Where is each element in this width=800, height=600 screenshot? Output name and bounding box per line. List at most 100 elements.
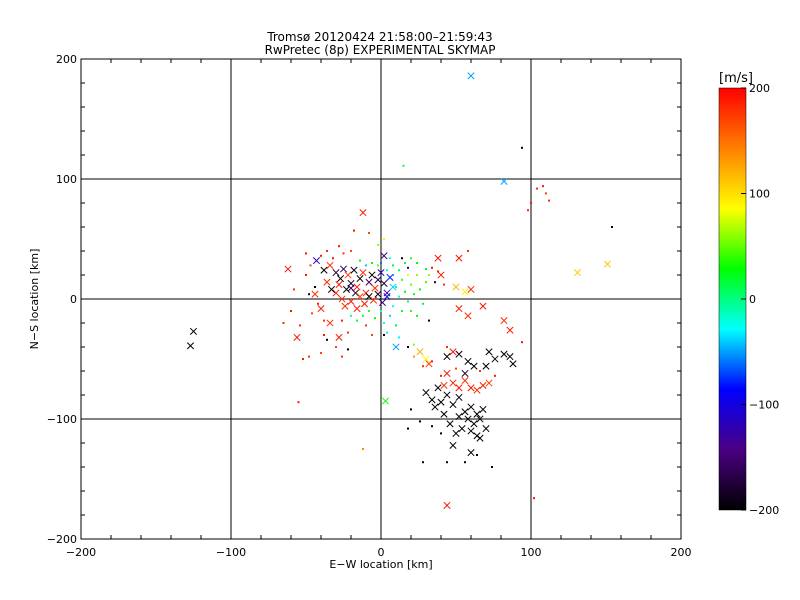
data-point-x [347,297,355,305]
data-point-dot [407,427,409,430]
data-point-dot [383,238,385,240]
x-marker-stroke [479,405,487,413]
data-point-x [455,384,463,392]
data-point-x [506,326,514,334]
x-marker-stroke [482,425,490,433]
x-marker-stroke [500,317,508,325]
data-point-x [440,410,448,418]
data-point-dot [542,185,544,188]
data-point-x [317,305,325,313]
data-point-x [491,355,499,363]
data-point-dot [392,305,394,308]
x-marker-stroke [381,397,390,405]
data-point-dot [413,293,415,296]
x-marker-stroke [392,343,400,351]
x-marker-stroke [422,355,430,363]
data-point-dot [377,244,379,246]
data-point-dot [305,252,307,255]
data-point-x [573,269,582,277]
data-point-x [473,410,481,418]
data-point-x [485,348,493,356]
data-point-dot [476,454,478,456]
x-marker-stroke [506,326,514,334]
data-point-x [350,266,358,274]
data-point-dot [302,358,304,360]
colorbar-tick-label: 100 [749,188,770,201]
data-point-x [455,350,463,358]
data-point-dot [392,274,394,276]
data-point-x [443,353,451,361]
data-point-dot [464,461,466,464]
data-point-x [326,261,334,269]
data-point-dot [353,229,355,232]
data-point-x [422,355,430,363]
data-point-x [482,362,490,370]
data-point-dot [521,146,523,149]
y-tick-label: 200 [56,53,77,66]
data-point-dot [494,374,496,377]
data-point-dot [282,322,285,324]
data-point-dot [386,331,388,334]
data-point-dot [398,269,400,272]
x-marker-stroke [332,269,340,277]
data-point-x [335,281,343,289]
y-axis-label: N−S location [km] [28,249,41,350]
x-marker-stroke [500,177,508,185]
data-point-dot [335,346,337,348]
x-marker-stroke [434,384,442,392]
x-marker-stroke [323,278,331,286]
x-tick-label: 200 [671,546,692,559]
x-marker-stroke [443,391,451,399]
x-marker-stroke [506,353,514,361]
x-marker-stroke [464,357,472,365]
x-marker-stroke [378,299,387,307]
data-point-dot [365,324,367,327]
data-point-x [449,379,457,387]
x-marker-stroke [443,501,451,509]
data-point-dot [362,314,364,317]
x-marker-stroke [452,283,460,291]
x-marker-stroke [573,269,582,277]
data-point-dot [416,262,418,264]
x-marker-stroke [479,302,487,310]
x-marker-stroke [428,396,436,404]
x-marker-stroke [362,289,370,297]
x-marker-stroke [284,265,292,273]
data-point-dot [434,281,436,284]
y-tick-label: −100 [47,413,77,426]
x-marker-stroke [440,410,448,418]
x-marker-stroke [473,410,481,418]
x-marker-stroke [422,389,430,397]
data-point-x [380,252,388,260]
data-point-x [356,293,364,301]
data-point-dot [374,317,376,320]
data-point-x [369,296,378,304]
colorbar-tick-label: 200 [749,82,770,95]
data-point-x [455,413,463,421]
data-point-dot [297,401,300,404]
data-point-x [293,333,301,341]
data-point-x [356,275,364,283]
data-point-x [311,290,319,298]
x-marker-stroke [461,288,469,296]
data-point-dot [530,202,532,204]
data-point-dot [431,425,433,428]
x-marker-stroke [312,257,321,265]
data-point-dot [368,232,370,234]
data-point-x [485,379,493,387]
data-point-dot [401,310,403,312]
x-marker-stroke [440,381,448,389]
data-point-dot [422,365,424,368]
x-marker-stroke [342,285,351,293]
data-point-x [479,381,487,389]
data-point-dot [521,341,523,344]
data-point-dot [332,257,334,260]
data-point-x [341,302,349,310]
x-marker-stroke [359,209,367,217]
data-point-x [416,348,424,356]
data-point-x [452,283,460,291]
data-point-x [332,289,340,297]
x-marker-stroke [293,333,301,341]
x-marker-stroke [368,271,376,279]
y-tick-label: −200 [47,533,77,546]
